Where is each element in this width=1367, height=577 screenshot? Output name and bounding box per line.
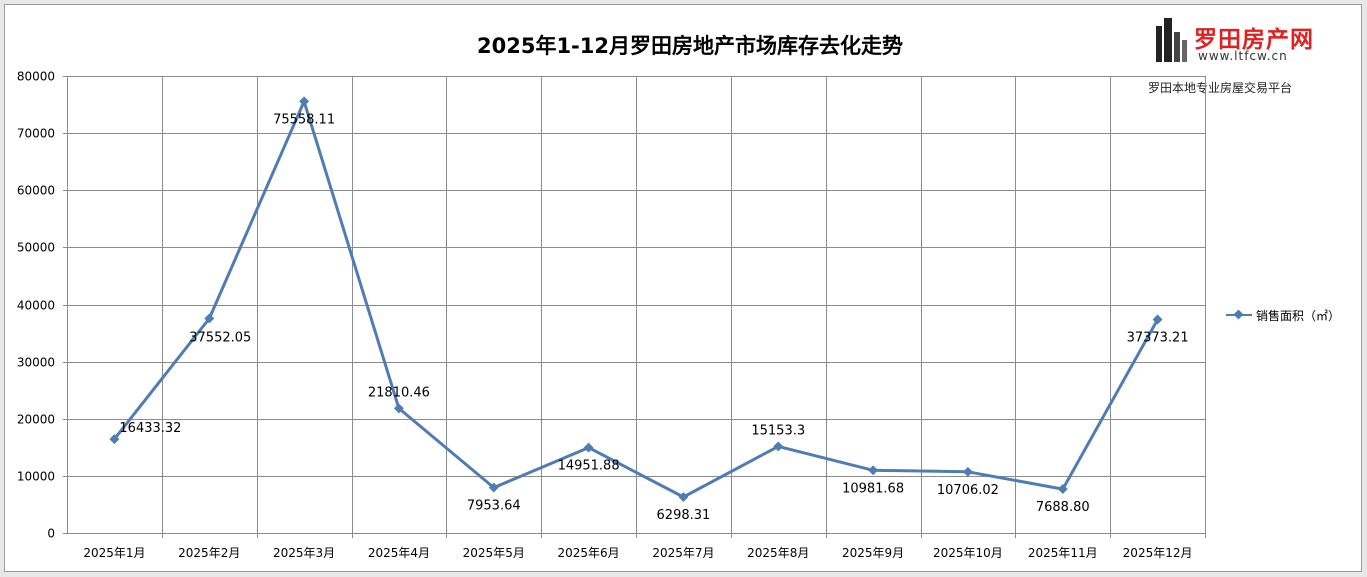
x-tick-label: 2025年3月 bbox=[273, 546, 335, 560]
site-logo[interactable]: 罗田房产网 www.ltfcw.cn bbox=[1152, 16, 1322, 66]
y-tick-label: 20000 bbox=[17, 413, 55, 427]
data-label: 21810.46 bbox=[368, 385, 430, 400]
data-point bbox=[678, 492, 689, 502]
data-point bbox=[773, 441, 784, 452]
data-point bbox=[393, 403, 404, 414]
chart-frame bbox=[4, 4, 1362, 572]
data-point bbox=[868, 465, 879, 476]
x-tick-label: 2025年12月 bbox=[1123, 546, 1193, 560]
data-label: 7953.64 bbox=[467, 499, 521, 514]
y-tick-label: 30000 bbox=[17, 356, 55, 370]
data-point bbox=[1057, 484, 1068, 494]
data-point bbox=[488, 482, 499, 493]
data-point bbox=[109, 434, 120, 445]
data-point bbox=[962, 466, 973, 477]
data-point bbox=[1152, 314, 1163, 325]
y-tick-label: 10000 bbox=[17, 470, 55, 484]
x-tick-label: 2025年10月 bbox=[933, 546, 1003, 560]
data-point bbox=[204, 313, 215, 324]
y-tick-label: 80000 bbox=[17, 70, 55, 84]
y-tick-label: 50000 bbox=[17, 241, 55, 255]
logo-url: www.ltfcw.cn bbox=[1198, 49, 1288, 63]
x-tick-label: 2025年11月 bbox=[1028, 546, 1098, 560]
data-label: 14951.88 bbox=[558, 459, 620, 474]
legend: 销售面积（㎡） bbox=[1226, 307, 1340, 323]
data-label: 7688.80 bbox=[1036, 500, 1090, 515]
data-label: 6298.31 bbox=[657, 508, 711, 523]
x-tick-label: 2025年9月 bbox=[842, 546, 904, 560]
data-point bbox=[299, 96, 310, 107]
x-tick-label: 2025年6月 bbox=[557, 546, 619, 560]
building-icon bbox=[1156, 18, 1187, 62]
series-line bbox=[113, 99, 1159, 499]
x-tick-label: 2025年4月 bbox=[368, 546, 430, 560]
x-tick-label: 2025年1月 bbox=[83, 546, 145, 560]
x-tick-label: 2025年7月 bbox=[652, 546, 714, 560]
data-label: 16433.32 bbox=[119, 421, 181, 436]
data-label: 37552.05 bbox=[189, 330, 251, 345]
y-tick-label: 60000 bbox=[17, 184, 55, 198]
data-label: 37373.21 bbox=[1127, 331, 1189, 346]
data-label: 10981.68 bbox=[842, 481, 904, 496]
logo-text: 罗田房产网 bbox=[1194, 27, 1314, 53]
data-label: 75558.11 bbox=[273, 112, 335, 127]
y-tick-label: 70000 bbox=[17, 127, 55, 141]
x-tick-label: 2025年8月 bbox=[747, 546, 809, 560]
data-point bbox=[583, 442, 594, 453]
y-tick-label: 40000 bbox=[17, 299, 55, 313]
data-label: 15153.3 bbox=[751, 423, 805, 438]
legend-label: 销售面积（㎡） bbox=[1256, 308, 1341, 323]
chart-title: 2025年1-12月罗田房地产市场库存去化走势 bbox=[477, 34, 903, 58]
x-tick-label: 2025年5月 bbox=[463, 546, 525, 560]
logo-slogan: 罗田本地专业房屋交易平台 bbox=[1148, 81, 1293, 95]
legend-line-marker bbox=[1226, 307, 1252, 323]
x-tick-label: 2025年2月 bbox=[178, 546, 240, 560]
data-label: 10706.02 bbox=[937, 483, 999, 498]
y-tick-label: 0 bbox=[47, 527, 55, 541]
